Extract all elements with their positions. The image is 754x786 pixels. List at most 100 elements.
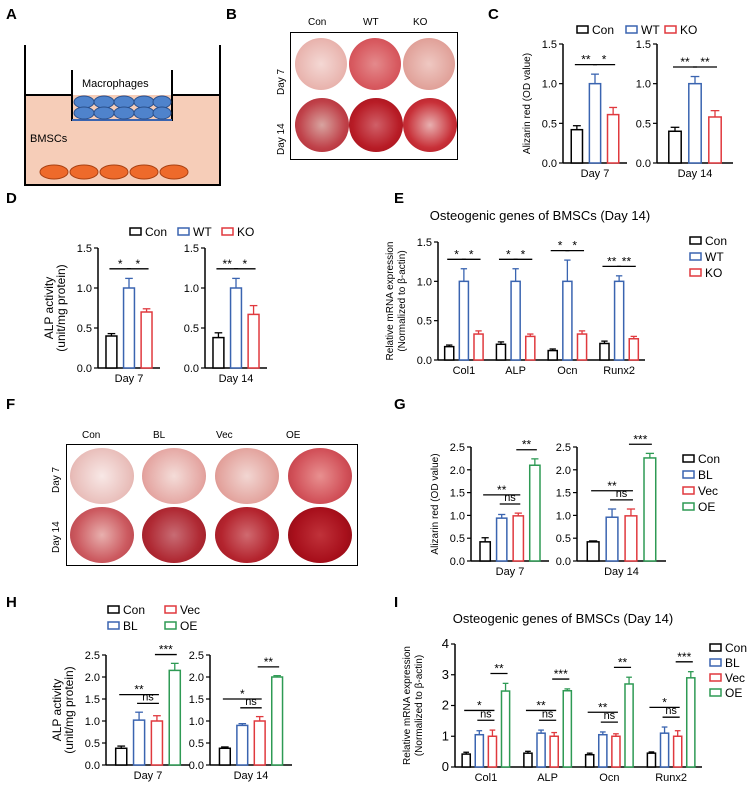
- bar-bl: [536, 732, 546, 768]
- legend-label: Vec: [725, 671, 745, 685]
- bar-wt: [688, 82, 702, 164]
- significance-label: **: [522, 438, 532, 452]
- panel-label-c: C: [488, 6, 499, 23]
- bar-bl: [659, 732, 670, 768]
- legend-label: OE: [698, 500, 715, 514]
- y-tick-label: 2.5: [189, 650, 204, 662]
- bar-bl: [597, 733, 608, 768]
- bar-vec: [611, 735, 621, 768]
- bar-wt: [229, 287, 243, 369]
- x-tick-label: Day 14: [219, 373, 254, 385]
- y-tick-label: 1.0: [450, 510, 465, 522]
- legend-label: WT: [641, 23, 660, 37]
- well-photo: [349, 98, 403, 152]
- x-tick-label: ALP: [505, 365, 526, 377]
- bar-bl: [236, 724, 249, 766]
- col-label: WT: [363, 17, 379, 28]
- legend-label: WT: [705, 250, 724, 264]
- significance-label: **: [607, 254, 617, 268]
- bar-ko: [708, 116, 722, 164]
- well-photo: [403, 38, 455, 90]
- bar-con: [495, 343, 507, 361]
- legend-label: Con: [698, 452, 720, 466]
- significance-label: ***: [159, 643, 173, 657]
- bar-ko: [606, 113, 620, 164]
- y-tick-label: 0.5: [556, 533, 571, 545]
- well-photo: [295, 38, 347, 90]
- chart-h-7: 0.0 0.5 1.0 1.5 2.0 2.5 ALP activity(unit/mg p…: [50, 603, 200, 782]
- significance-label: *: [521, 247, 526, 261]
- legend-swatch-vec: [682, 486, 695, 495]
- bar-vec: [672, 735, 683, 768]
- y-tick-label: 0.5: [450, 533, 465, 545]
- well-photo: [295, 98, 349, 152]
- bar-oe: [643, 457, 657, 562]
- well-photo: [288, 448, 352, 504]
- y-tick-label: 2.5: [85, 650, 100, 662]
- y-tick-label: 1.5: [556, 488, 571, 500]
- x-tick-label: Runx2: [603, 365, 635, 377]
- bar-con: [212, 336, 225, 369]
- y-axis-label: ALP activity: [42, 277, 56, 339]
- legend-label: BL: [123, 619, 138, 633]
- bmsc-cells: [39, 164, 189, 180]
- legend-label: KO: [705, 266, 722, 280]
- bar-con: [586, 541, 600, 562]
- y-tick-label: 0.0: [636, 158, 651, 170]
- bar-con: [523, 752, 533, 768]
- significance-label: **: [700, 55, 710, 69]
- bar-con: [443, 345, 455, 361]
- bar-oe: [270, 676, 284, 766]
- bar-wt: [588, 82, 602, 164]
- bar-ko: [576, 333, 588, 361]
- significance-label: ***: [633, 432, 647, 446]
- x-tick-label: Col1: [453, 365, 476, 377]
- y-tick-label: 0.0: [556, 556, 571, 568]
- col-label: BL: [153, 430, 166, 441]
- well-photo: [70, 448, 134, 504]
- significance-label: ns: [245, 696, 257, 708]
- chart-g-5: 0.0 0.5 1.0 1.5 2.0 2.5 Alizarin red (OD value…: [430, 438, 720, 578]
- x-tick-label: Runx2: [655, 772, 687, 784]
- y-axis-label: (Normalized to β-actin): [414, 655, 425, 756]
- y-tick-label: 2: [442, 698, 449, 713]
- legend-label: Con: [705, 234, 727, 248]
- x-tick-label: Day 7: [581, 168, 610, 180]
- significance-label: ns: [542, 708, 554, 720]
- bar-bl: [132, 719, 146, 766]
- legend-label: Vec: [698, 484, 718, 498]
- legend-label: KO: [680, 23, 697, 37]
- y-tick-label: 1.0: [417, 276, 432, 288]
- significance-label: ns: [480, 708, 492, 720]
- bar-oe: [528, 464, 541, 562]
- significance-label: **: [598, 700, 608, 714]
- significance-label: **: [607, 479, 617, 493]
- legend-label: OE: [180, 619, 197, 633]
- bar-wt: [458, 280, 470, 361]
- significance-label: **: [223, 257, 233, 271]
- bar-vec: [512, 515, 525, 562]
- bar-con: [599, 342, 610, 361]
- legend-label: KO: [237, 225, 254, 239]
- panel-label-a: A: [6, 6, 17, 23]
- bar-wt: [122, 287, 136, 369]
- x-tick-label: Ocn: [557, 365, 577, 377]
- y-tick-label: 0.5: [77, 323, 92, 335]
- legend-swatch-bl: [682, 470, 695, 479]
- bar-ko: [140, 311, 153, 369]
- legend-label: Con: [592, 23, 614, 37]
- bar-con: [668, 130, 682, 164]
- bar-con: [584, 753, 595, 768]
- legend-label: Con: [725, 641, 747, 655]
- significance-label: **: [497, 483, 507, 497]
- y-axis-label: (Normalized to β-actin): [397, 250, 408, 351]
- significance-label: ns: [142, 691, 154, 703]
- x-tick-label: Day 7: [496, 566, 525, 578]
- y-tick-label: 1.0: [556, 510, 571, 522]
- panel-label-g: G: [394, 396, 406, 413]
- significance-label: *: [662, 695, 667, 709]
- y-tick-label: 0.0: [85, 760, 100, 772]
